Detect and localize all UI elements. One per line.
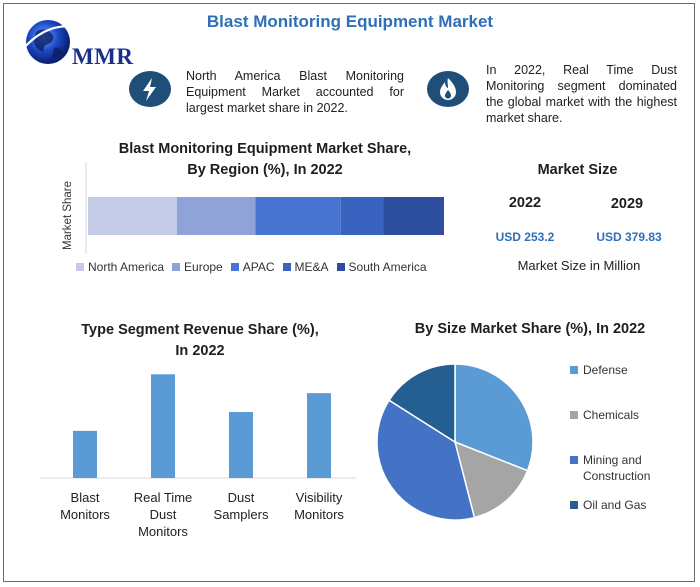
type-category-label-line: Monitors xyxy=(60,507,110,522)
pie-legend-label-line: Chemicals xyxy=(583,408,640,422)
region-legend-item: APAC xyxy=(230,260,275,274)
mmr-globe-logo-icon xyxy=(21,20,81,64)
type-category-label: Visibility Monitors xyxy=(280,489,358,523)
pie-legend-label: Defense xyxy=(583,362,628,378)
legend-swatch xyxy=(570,501,578,509)
market-size-title: Market Size xyxy=(537,162,618,178)
region-stacked-bar-chart xyxy=(85,162,444,254)
legend-swatch xyxy=(336,263,345,271)
region-chart-title: Blast Monitoring Equipment Market Share,… xyxy=(100,139,430,181)
region-chart-ylabel: Market Share xyxy=(62,180,74,250)
pie-legend-label: Oil and Gas xyxy=(583,497,646,513)
info-text-north-america: North America Blast Monitoring Equipment… xyxy=(186,69,404,115)
type-category-label-line: Blast xyxy=(70,490,100,505)
type-category-label-line: Monitors xyxy=(138,524,188,539)
region-bar-segment-apac xyxy=(255,197,341,235)
pie-slice-defense xyxy=(454,363,534,472)
pie-slice-chemicals xyxy=(453,440,529,519)
logo-text: MMR xyxy=(72,44,134,69)
legend-swatch xyxy=(230,263,239,271)
type-category-labels: Blast Monitors Real Time Dust Monitors Dust Sa… xyxy=(40,489,360,549)
pie-legend-label-line: Oil and Gas xyxy=(583,498,647,512)
region-legend-item: North America xyxy=(76,260,164,274)
region-legend-label: Europe xyxy=(184,260,223,274)
size-chart-title: By Size Market Share (%), In 2022 xyxy=(414,321,646,337)
legend-swatch xyxy=(282,263,291,271)
region-chart-title-line2: By Region (%), In 2022 xyxy=(187,162,343,178)
type-category-label-line: Dust xyxy=(227,490,255,505)
legend-swatch xyxy=(570,456,578,464)
type-category-label-line: Visibility xyxy=(295,490,343,505)
page-title: Blast Monitoring Equipment Market xyxy=(206,12,494,31)
pie-legend-label-line: Construction xyxy=(583,469,651,483)
market-size-value-2022: USD 253.2 xyxy=(495,230,555,244)
type-bar-real-time-dust-monitors xyxy=(151,374,175,478)
legend-swatch xyxy=(570,411,578,419)
legend-swatch xyxy=(76,263,84,271)
pie-legend-label-line: Mining and xyxy=(583,453,642,467)
region-legend-label: North America xyxy=(88,260,165,274)
legend-swatch xyxy=(172,263,181,271)
type-chart-title: Type Segment Revenue Share (%), In 2022 xyxy=(60,320,340,362)
type-bar-dust-samplers xyxy=(229,412,253,478)
type-category-label-line: Real Time xyxy=(133,490,193,505)
pie-legend-label-line: Defense xyxy=(583,363,628,377)
pie-slice-oil-and-gas xyxy=(388,363,456,444)
legend-swatch xyxy=(570,366,578,374)
pie-legend-item: Oil and Gas xyxy=(570,497,646,513)
type-bar-visibility-monitors xyxy=(307,393,331,478)
type-category-label-line: Monitors xyxy=(294,507,344,522)
market-size-year-2029: 2029 xyxy=(610,196,644,212)
region-legend-label: South America xyxy=(348,260,427,274)
type-chart-title-line2: In 2022 xyxy=(175,343,225,359)
region-chart-title-line1: Blast Monitoring Equipment Market Share, xyxy=(118,141,412,157)
flame-icon xyxy=(427,71,469,107)
pie-legend-item: Chemicals xyxy=(570,407,639,423)
region-bar-segment-south-america xyxy=(383,197,444,235)
market-size-value-2029: USD 379.83 xyxy=(596,230,662,244)
region-legend: North America Europe APAC ME&A South America xyxy=(76,260,456,274)
region-bar-segment-me-a xyxy=(340,197,384,235)
lightning-icon xyxy=(129,71,171,107)
size-pie-legend: Defense Chemicals Mining and Construction Oi… xyxy=(570,362,690,522)
type-bar-blast-monitors xyxy=(73,430,97,478)
pie-slice-mining-and-construction xyxy=(376,399,476,521)
pie-legend-label: Chemicals xyxy=(583,407,639,423)
type-category-label: Dust Samplers xyxy=(202,489,280,523)
market-size-year-2022: 2022 xyxy=(508,195,542,211)
pie-legend-item: Defense xyxy=(570,362,628,378)
type-category-label-line: Dust xyxy=(149,507,177,522)
type-category-label: Real Time Dust Monitors xyxy=(124,489,202,540)
region-legend-item: Europe xyxy=(172,260,223,274)
type-category-label: Blast Monitors xyxy=(46,489,124,523)
region-bar-segment-north-america xyxy=(88,197,177,235)
pie-legend-label: Mining and Construction xyxy=(583,452,650,484)
type-bar-chart xyxy=(40,374,356,479)
region-legend-label: ME&A xyxy=(294,260,329,274)
type-chart-title-line1: Type Segment Revenue Share (%), xyxy=(81,322,319,338)
market-size-note: Market Size in Million xyxy=(517,258,641,273)
info-text-real-time-dust: In 2022, Real Time Dust Monitoring segme… xyxy=(486,63,677,125)
pie-legend-item: Mining and Construction xyxy=(570,452,650,484)
region-legend-item: South America xyxy=(336,260,427,274)
size-pie-chart xyxy=(376,363,534,521)
region-bar-segment-europe xyxy=(177,197,256,235)
infographic-frame xyxy=(3,3,695,582)
region-legend-label: APAC xyxy=(242,260,275,274)
type-category-label-line: Samplers xyxy=(213,507,269,522)
region-legend-item: ME&A xyxy=(282,260,329,274)
